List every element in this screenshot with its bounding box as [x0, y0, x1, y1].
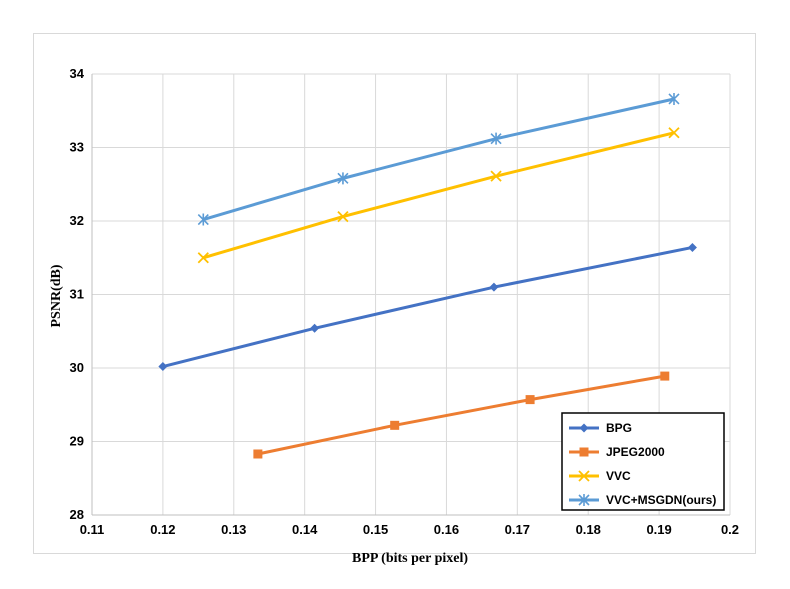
- x-tick-label: 0.18: [576, 522, 601, 537]
- x-tick-label: 0.13: [221, 522, 246, 537]
- legend-entry: VVC: [569, 469, 631, 483]
- x-tick-label: 0.12: [150, 522, 175, 537]
- y-tick-label: 28: [70, 507, 84, 522]
- data-point: [337, 172, 349, 185]
- series-line: [257, 374, 666, 456]
- y-axis-title: PSNR(dB): [49, 264, 64, 327]
- data-point: [310, 323, 320, 333]
- x-tick-label: 0.2: [721, 522, 739, 537]
- series-jpeg2000: [253, 371, 670, 459]
- legend-swatch-marker: [578, 494, 590, 506]
- data-point: [668, 127, 680, 139]
- legend-entry: VVC+MSGDN(ours): [569, 493, 716, 507]
- data-point: [525, 395, 535, 405]
- legend-label: BPG: [606, 421, 632, 435]
- x-tick-label: 0.14: [292, 522, 318, 537]
- y-tick-label: 29: [70, 434, 84, 449]
- series-bpg: [158, 242, 697, 372]
- data-point: [197, 252, 209, 264]
- data-point: [490, 170, 502, 182]
- series-layer: [158, 92, 697, 459]
- y-tick-label: 31: [70, 287, 84, 302]
- y-tick-label: 32: [70, 213, 84, 228]
- x-tick-label: 0.17: [505, 522, 530, 537]
- data-point: [337, 210, 349, 223]
- data-point: [390, 420, 400, 430]
- legend: BPG JPEG2000 VVC VVC+MSGDN(ours): [561, 412, 725, 511]
- legend-swatch-marker: [578, 470, 590, 482]
- series-line: [202, 97, 675, 221]
- axes: [91, 74, 730, 516]
- y-tick-label: 34: [70, 66, 85, 81]
- data-point: [660, 371, 670, 381]
- x-tick-label: 0.19: [646, 522, 671, 537]
- legend-label: JPEG2000: [606, 445, 665, 459]
- legend-swatch-marker: [579, 423, 589, 433]
- y-tick-label: 33: [70, 140, 84, 155]
- legend-swatch-marker: [579, 447, 589, 457]
- x-tick-label: 0.16: [434, 522, 459, 537]
- legend-entry: JPEG2000: [569, 445, 665, 459]
- data-point: [668, 92, 680, 105]
- y-tick-label: 30: [70, 360, 84, 375]
- legend-label: VVC+MSGDN(ours): [606, 493, 716, 507]
- data-point: [687, 242, 697, 252]
- data-point: [253, 449, 263, 459]
- tick-labels: 28 29 30 31 32 33 34 0.11 0.12 0.13 0.14 0.15 0.16 0.…: [70, 66, 740, 537]
- data-point: [197, 213, 209, 226]
- series-vvc: [197, 127, 680, 264]
- x-tick-label: 0.15: [363, 522, 388, 537]
- legend-entry: BPG: [569, 421, 632, 435]
- series-vvc-msgdn-ours-: [197, 92, 680, 226]
- x-tick-label: 0.11: [80, 522, 105, 537]
- data-point: [490, 132, 502, 145]
- series-line: [202, 131, 675, 260]
- legend-label: VVC: [606, 469, 631, 483]
- data-point: [158, 362, 168, 372]
- series-line: [162, 245, 693, 368]
- data-point: [489, 282, 499, 292]
- x-axis-title: BPP (bits per pixel): [352, 551, 468, 566]
